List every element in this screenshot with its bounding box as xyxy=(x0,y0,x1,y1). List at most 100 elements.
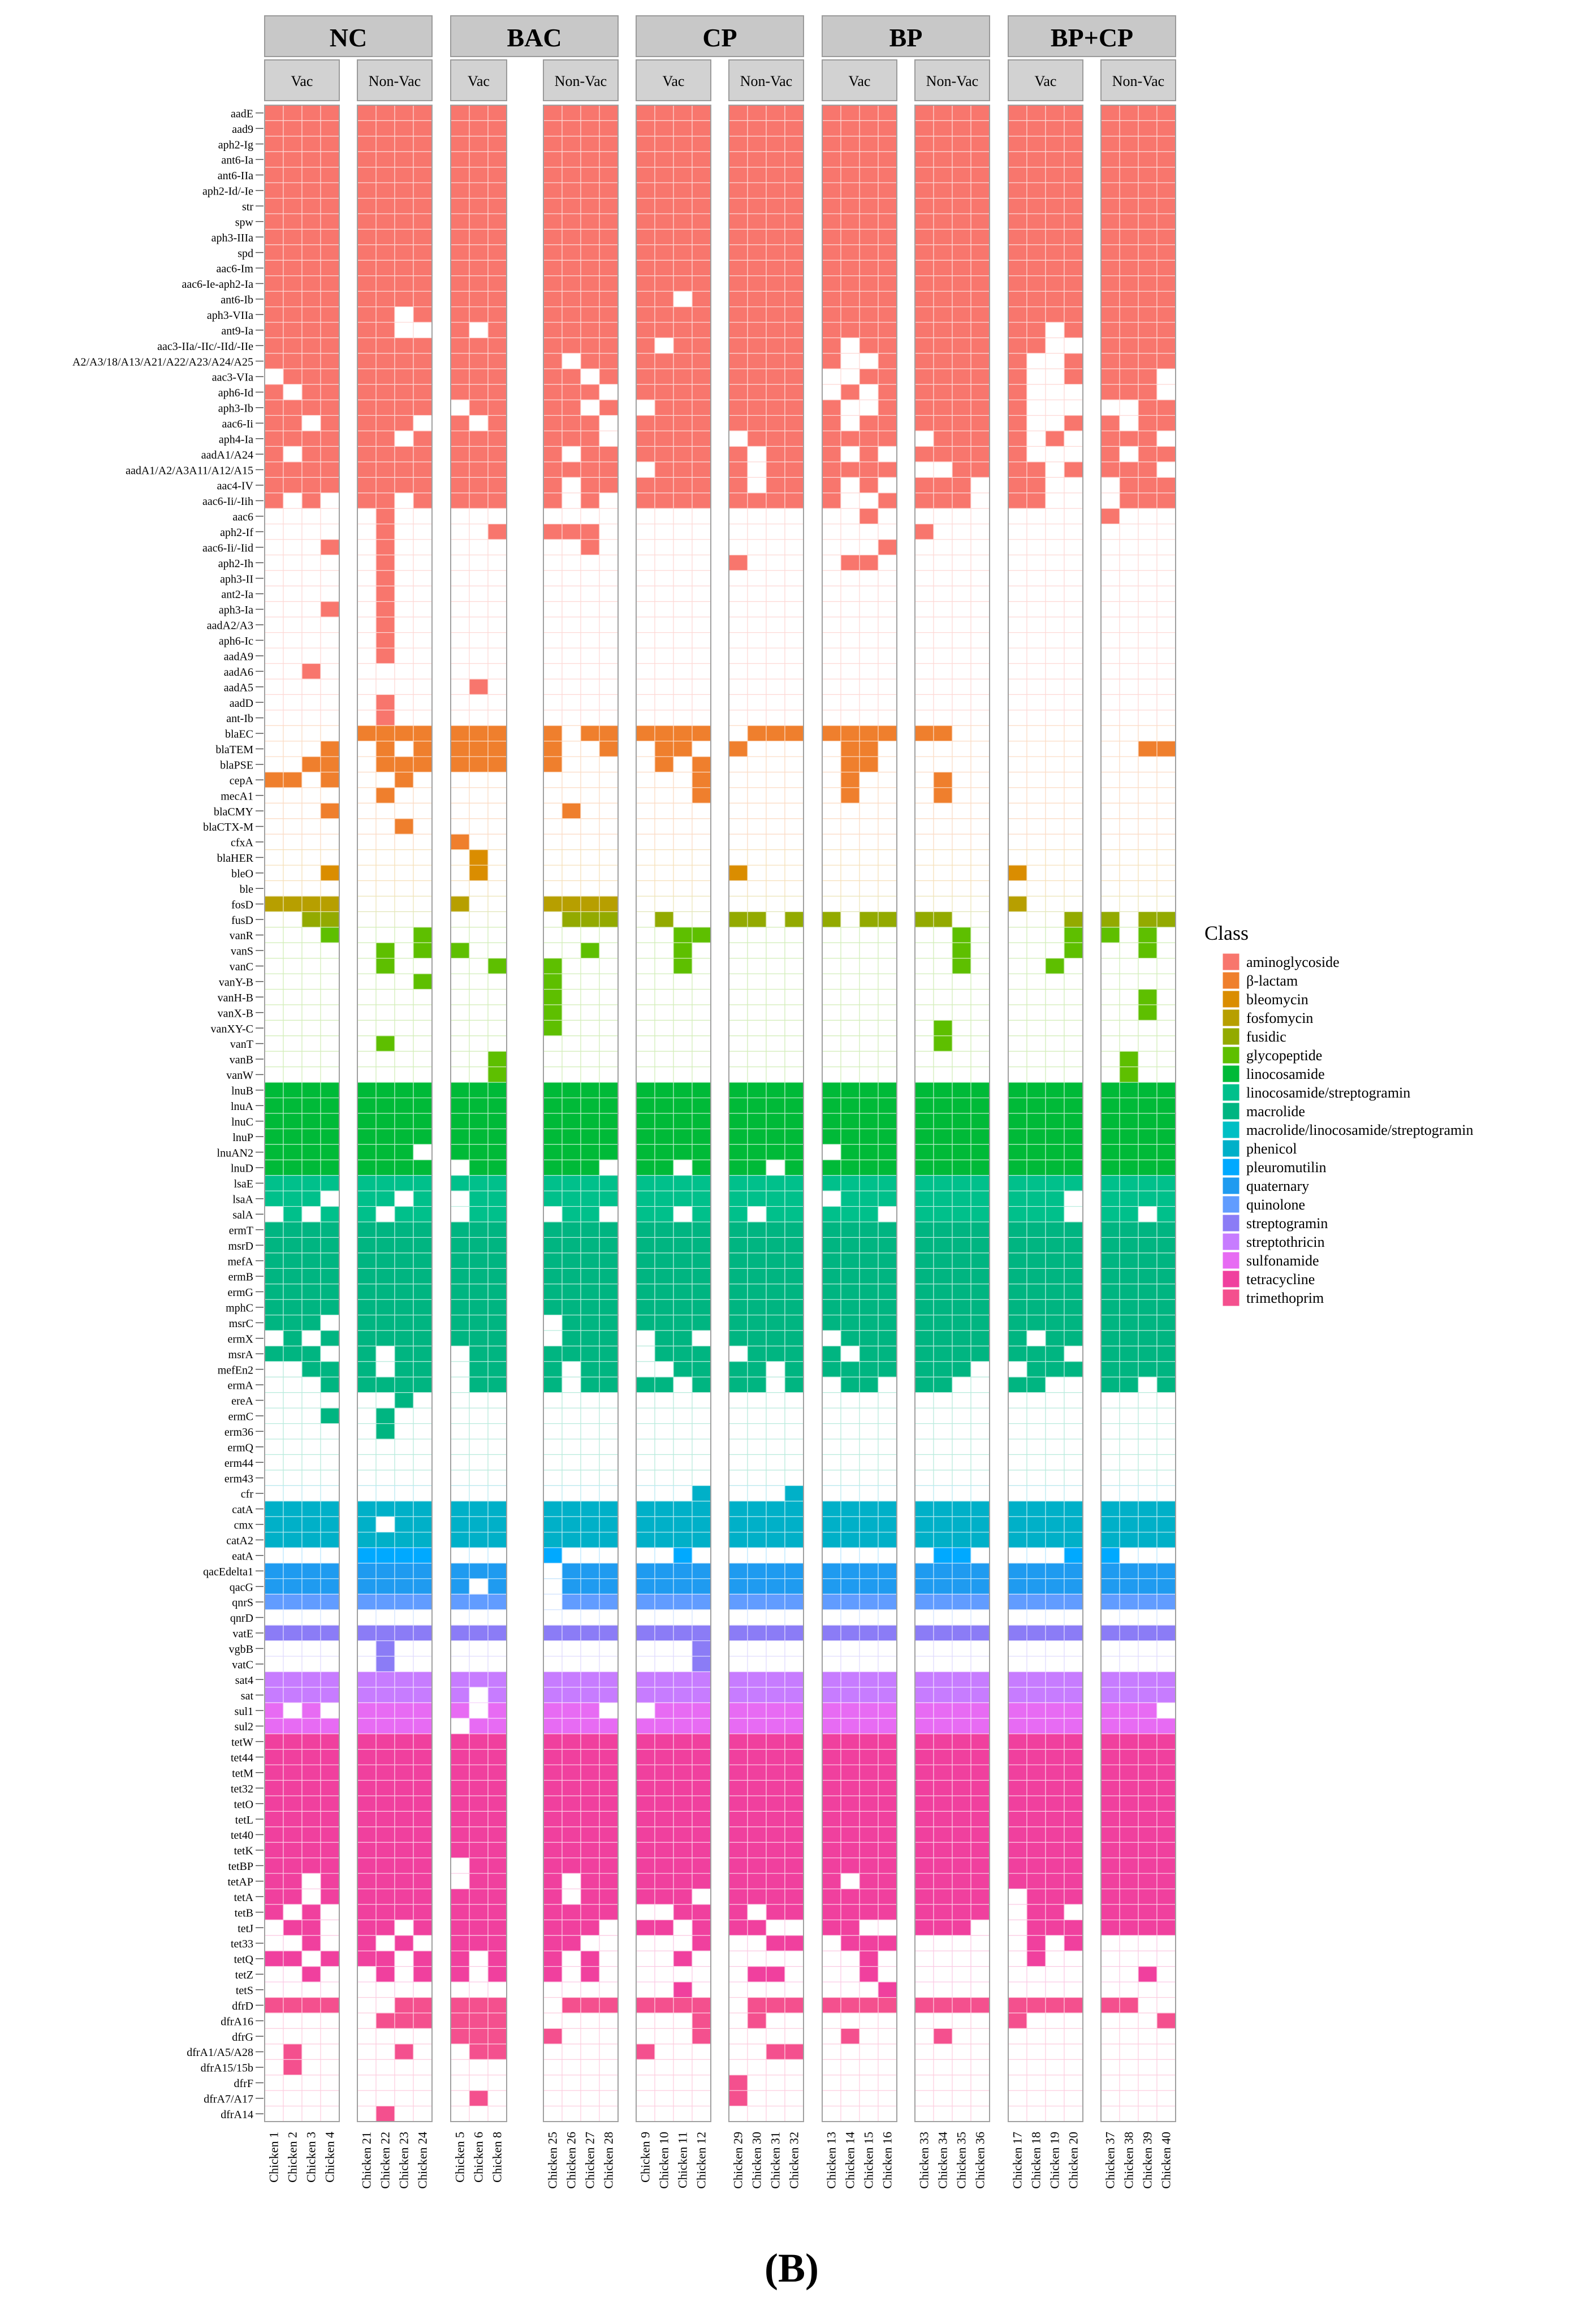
heatmap-cell xyxy=(766,570,785,586)
heatmap-cell xyxy=(562,647,581,664)
heatmap-cell xyxy=(357,1718,377,1734)
heatmap-cell xyxy=(1045,1268,1065,1285)
heatmap-cell xyxy=(264,1035,284,1052)
heatmap-cell xyxy=(394,896,414,913)
heatmap-cell xyxy=(320,1144,340,1160)
heatmap-cell xyxy=(1008,1159,1027,1176)
heatmap-cell xyxy=(1119,663,1139,680)
heatmap-cell xyxy=(599,322,619,339)
heatmap-cell xyxy=(320,1981,340,1998)
heatmap-cell xyxy=(599,228,619,245)
heatmap-cell xyxy=(1119,2090,1139,2107)
heatmap-cell xyxy=(562,942,581,959)
heatmap-cell xyxy=(840,2012,860,2029)
heatmap-cell xyxy=(1138,1888,1158,1905)
heatmap-cell xyxy=(487,973,507,990)
heatmap-cell xyxy=(1100,632,1120,649)
heatmap-cell xyxy=(413,1407,433,1424)
heatmap-cell xyxy=(543,818,563,835)
heatmap-cell xyxy=(599,2012,619,2029)
heatmap-cell xyxy=(1100,585,1120,602)
heatmap-cell xyxy=(840,1144,860,1160)
heatmap-cell xyxy=(301,213,321,230)
heatmap-cell xyxy=(1100,1315,1120,1331)
heatmap-cell xyxy=(599,616,619,633)
heatmap-cell xyxy=(487,1221,507,1238)
heatmap-cell xyxy=(636,679,655,695)
heatmap-cell xyxy=(840,2059,860,2076)
heatmap-cell xyxy=(357,322,377,339)
heatmap-cell xyxy=(878,1376,897,1393)
heatmap-cell xyxy=(952,1376,971,1393)
heatmap-cell xyxy=(1100,1935,1120,1951)
heatmap-cell xyxy=(859,1345,879,1362)
heatmap-cell xyxy=(784,508,804,525)
heatmap-cell xyxy=(375,337,395,354)
heatmap-cell xyxy=(283,585,303,602)
heatmap-cell xyxy=(914,120,934,137)
heatmap-cell xyxy=(1008,710,1027,726)
heatmap-cell xyxy=(543,1020,563,1036)
heatmap-cell xyxy=(914,1547,934,1564)
heatmap-cell xyxy=(654,927,674,943)
heatmap-cell xyxy=(747,1779,767,1796)
heatmap-cell xyxy=(1064,1671,1083,1688)
heatmap-cell xyxy=(1119,1547,1139,1564)
heatmap-cell xyxy=(562,1144,581,1160)
heatmap-cell xyxy=(450,1718,470,1734)
heatmap-cell xyxy=(413,1935,433,1951)
heatmap-cell xyxy=(1045,1578,1065,1595)
heatmap-cell xyxy=(673,2075,693,2091)
heatmap-cell xyxy=(636,197,655,214)
heatmap-cell xyxy=(784,1284,804,1300)
heatmap-cell xyxy=(970,508,990,525)
heatmap-cell xyxy=(747,151,767,168)
heatmap-cell xyxy=(766,1656,785,1673)
heatmap-cell xyxy=(952,1873,971,1890)
heatmap-cell xyxy=(859,973,879,990)
heatmap-cell xyxy=(840,896,860,913)
heatmap-cell xyxy=(1026,105,1046,122)
heatmap-cell xyxy=(283,1950,303,1967)
heatmap-cell xyxy=(599,1718,619,1734)
heatmap-cell xyxy=(1100,1547,1120,1564)
heatmap-cell xyxy=(264,1764,284,1781)
heatmap-cell xyxy=(728,632,748,649)
heatmap-cell xyxy=(1064,679,1083,695)
heatmap-cell xyxy=(562,1035,581,1052)
heatmap-cell xyxy=(301,679,321,695)
heatmap-cell xyxy=(970,524,990,540)
heatmap-cell xyxy=(822,1128,841,1145)
heatmap-cell xyxy=(970,1609,990,1626)
heatmap-cell xyxy=(784,1609,804,1626)
heatmap-cell xyxy=(1100,1454,1120,1471)
heatmap-cell xyxy=(636,1578,655,1595)
heatmap-cell xyxy=(970,1858,990,1874)
heatmap-cell xyxy=(970,1439,990,1455)
heatmap-cell xyxy=(914,973,934,990)
heatmap-cell xyxy=(394,1097,414,1114)
heatmap-cell xyxy=(1026,554,1046,571)
heatmap-cell xyxy=(766,1082,785,1099)
heatmap-cell xyxy=(413,1656,433,1673)
heatmap-cell xyxy=(673,1035,693,1052)
heatmap-cell xyxy=(487,725,507,742)
heatmap-cell xyxy=(1008,1268,1027,1285)
heatmap-cell xyxy=(840,1175,860,1191)
heatmap-cell xyxy=(1045,1066,1065,1083)
heatmap-cell xyxy=(933,1361,953,1377)
heatmap-cell xyxy=(562,896,581,913)
heatmap-cell xyxy=(1138,1252,1158,1269)
heatmap-cell xyxy=(469,213,489,230)
heatmap-cell xyxy=(1119,306,1139,323)
heatmap-cell xyxy=(562,1020,581,1036)
heatmap-cell xyxy=(1100,1779,1120,1796)
heatmap-cell xyxy=(394,865,414,882)
heatmap-cell xyxy=(320,306,340,323)
heatmap-cell xyxy=(1138,632,1158,649)
heatmap-cell xyxy=(654,1082,674,1099)
heatmap-cell xyxy=(878,136,897,152)
heatmap-cell xyxy=(1064,1066,1083,1083)
heatmap-cell xyxy=(413,151,433,168)
heatmap-cell xyxy=(375,958,395,974)
